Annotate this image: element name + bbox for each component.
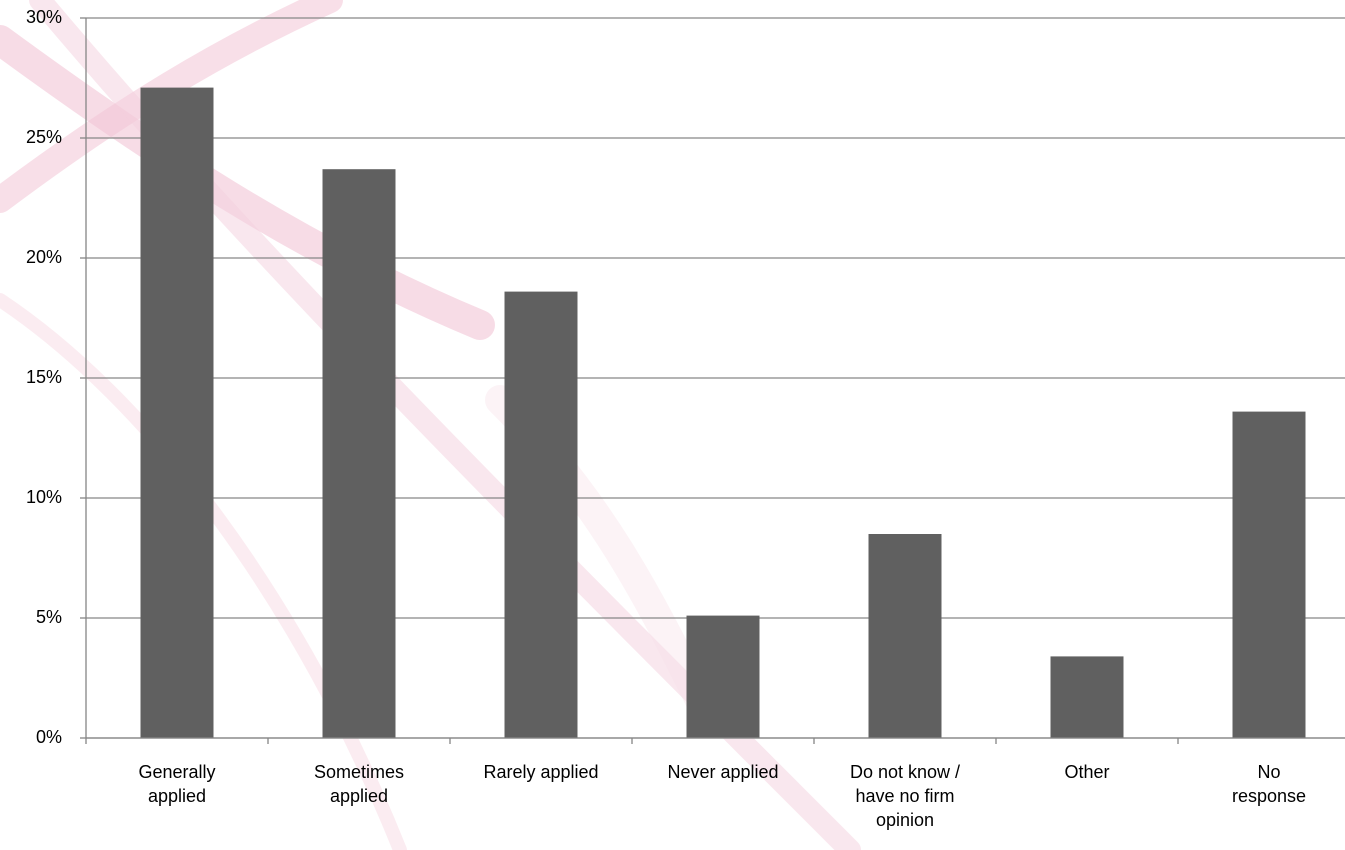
x-tick-label: Never applied: [667, 762, 779, 782]
x-tick-label: Sometimes applied: [313, 762, 405, 806]
x-tick-label: Generally applied: [138, 762, 216, 806]
y-tick-label: 15%: [26, 367, 62, 387]
y-tick-label: 0%: [36, 727, 62, 747]
bar: [504, 291, 578, 738]
bar: [322, 169, 396, 738]
x-tick-label: Other: [1064, 762, 1110, 782]
y-tick-label: 10%: [26, 487, 62, 507]
bar: [140, 87, 214, 739]
y-tick-label: 30%: [26, 7, 62, 27]
bar: [1232, 411, 1306, 738]
bar: [868, 534, 942, 738]
bar: [1050, 656, 1124, 738]
bar: [686, 615, 760, 738]
x-tick-label: No response: [1231, 762, 1307, 806]
y-tick-label: 20%: [26, 247, 62, 267]
x-tick-label: Do not know / have no firm opinion: [849, 762, 961, 830]
y-tick-label: 5%: [36, 607, 62, 627]
y-tick-label: 25%: [26, 127, 62, 147]
x-tick-label: Rarely applied: [483, 762, 599, 782]
